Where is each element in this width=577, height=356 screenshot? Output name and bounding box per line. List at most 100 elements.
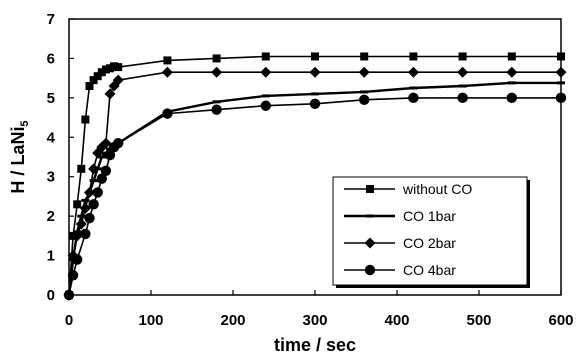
data-point-circle [96,173,108,184]
data-point-diamond [84,186,95,198]
data-point-diamond [358,66,370,78]
data-point-square [366,185,374,193]
data-point-dash [212,100,221,104]
data-point-dash [557,81,565,85]
data-point-circle [364,264,376,276]
data-point-square [114,63,123,72]
data-point-square [261,52,270,61]
data-point-circle [63,289,75,301]
data-point-diamond [161,66,173,78]
data-point-circle [457,92,468,104]
data-point-diamond [407,66,419,78]
data-point-circle [113,138,124,149]
data-point-diamond [364,237,376,249]
series-3 [63,92,567,301]
data-point-dash [507,81,516,85]
data-point-circle [88,199,99,210]
data-point-diamond [71,230,83,242]
data-point-square [163,56,172,65]
y-axis-title-subscript: 5 [19,120,31,126]
data-point-circle [211,104,222,115]
data-point-circle [100,165,112,176]
data-point-diamond [88,163,100,175]
data-point-square [311,52,319,61]
data-point-square [212,54,221,63]
x-axis-title: time / sec [274,335,356,355]
x-tick-label: 300 [302,312,327,329]
y-tick-label: 4 [47,129,56,146]
data-point-square [89,76,98,85]
data-point-square [458,52,467,61]
data-point-circle [408,92,419,104]
data-point-circle [359,94,370,106]
data-point-circle [506,92,517,104]
x-tick-label: 200 [220,312,245,329]
svg-text:H / LaNi5: H / LaNi5 [8,120,31,193]
data-point-diamond [309,66,321,78]
data-point-circle [309,98,321,109]
data-point-dash [458,84,467,88]
legend-item: CO 2bar [344,235,456,251]
legend-label: without CO [402,181,472,197]
data-point-dash [77,214,86,218]
legend-item: CO 4bar [344,262,456,278]
data-point-square [557,52,565,61]
data-point-circle [260,100,271,111]
data-point-square [360,52,369,61]
data-point-square [93,72,102,81]
series-layer [63,52,567,301]
data-point-diamond [506,66,518,78]
data-point-dash [409,86,418,90]
data-point-dash [81,198,90,202]
y-tick-label: 6 [47,50,55,67]
data-point-diamond [75,218,87,230]
legend-item: without CO [344,181,472,197]
y-tick-label: 3 [47,169,55,186]
data-point-square [110,62,119,71]
data-point-square [97,68,106,77]
data-point-dash [360,90,369,94]
y-axis-title: H / LaNi5 [8,120,31,193]
data-point-dash [366,214,374,218]
data-point-diamond [112,74,124,86]
x-tick-label: 500 [466,312,491,329]
legend-label: CO 2bar [403,235,456,251]
data-point-circle [72,254,83,265]
x-tick-label: 600 [548,312,573,329]
legend-label: CO 1bar [403,208,456,224]
data-point-square [73,200,82,209]
legend-label: CO 4bar [403,262,456,278]
legend-box [332,176,528,286]
data-point-circle [84,212,95,224]
data-point-square [101,65,110,74]
data-point-circle [104,149,116,161]
data-point-dash [97,155,106,159]
x-tick-label: 100 [138,312,163,329]
data-point-diamond [555,66,567,78]
data-point-square [85,82,94,91]
data-point-diamond [260,66,272,78]
legend: without CO CO 1bar CO 2bar CO 4bar [332,176,530,288]
x-tick-label: 400 [384,312,409,329]
x-axis: 0 100 200 300 400 500 600 [65,290,574,329]
data-point-diamond [211,66,223,78]
data-point-diamond [457,66,469,78]
data-point-dash [89,179,98,183]
data-point-square [106,64,114,73]
data-point-dash [311,92,319,96]
data-point-diamond [104,88,116,100]
data-point-diamond [100,137,112,149]
x-tick-label: 0 [65,312,73,329]
data-point-square [507,52,516,61]
data-point-circle [555,92,567,104]
data-point-square [409,52,418,61]
data-point-square [81,115,90,124]
y-tick-label: 0 [47,287,55,304]
legend-item: CO 1bar [344,208,456,224]
data-point-circle [162,108,173,119]
y-axis-title-text: H / LaNi [8,127,28,194]
y-tick-label: 7 [47,11,55,28]
y-tick-label: 2 [47,208,55,225]
data-point-diamond [79,202,91,214]
